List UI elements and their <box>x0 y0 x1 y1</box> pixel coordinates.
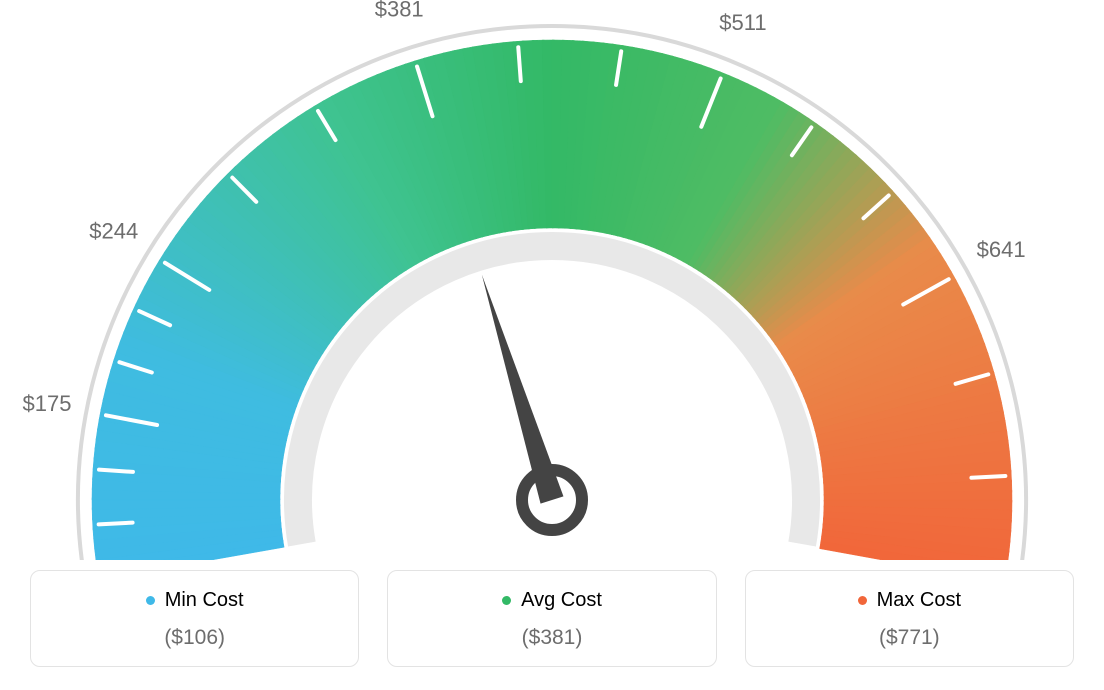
svg-text:$641: $641 <box>977 237 1026 262</box>
svg-text:$381: $381 <box>375 0 424 21</box>
legend-dot-min <box>146 596 155 605</box>
legend-dot-max <box>858 596 867 605</box>
legend-title-min: Min Cost <box>146 589 244 612</box>
gauge-chart: $106$175$244$381$511$641$771 <box>0 0 1104 560</box>
svg-text:$511: $511 <box>719 10 766 35</box>
legend-value-max: ($771) <box>756 626 1063 650</box>
legend-title-max: Max Cost <box>858 589 961 612</box>
gauge-container: $106$175$244$381$511$641$771 <box>0 0 1104 560</box>
legend-card-min: Min Cost ($106) <box>30 570 359 667</box>
legend-card-avg: Avg Cost ($381) <box>387 570 716 667</box>
legend-label-avg: Avg Cost <box>521 589 602 612</box>
legend-title-avg: Avg Cost <box>502 589 602 612</box>
legend-label-max: Max Cost <box>877 589 961 612</box>
legend-label-min: Min Cost <box>165 589 244 612</box>
svg-text:$175: $175 <box>23 391 72 416</box>
legend-value-min: ($106) <box>41 626 348 650</box>
legend-dot-avg <box>502 596 511 605</box>
legend-card-max: Max Cost ($771) <box>745 570 1074 667</box>
legend-value-avg: ($381) <box>398 626 705 650</box>
legend-row: Min Cost ($106) Avg Cost ($381) Max Cost… <box>0 570 1104 667</box>
svg-text:$244: $244 <box>89 218 138 243</box>
